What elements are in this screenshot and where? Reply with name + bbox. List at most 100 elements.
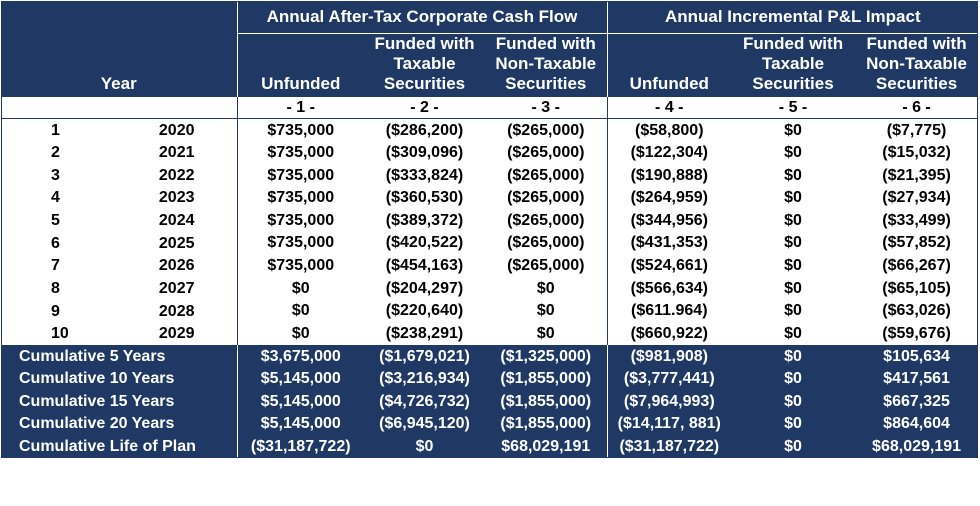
column-number-spacer (1, 96, 238, 120)
year-index: 10 (51, 325, 69, 343)
column-number-6: - 6 - (855, 96, 979, 120)
value-cell: $0 (485, 276, 608, 300)
year-cell: 2 2021 (1, 141, 238, 164)
value-cell: $0 (731, 209, 856, 232)
cumulative-value-cell: ($14,117, 881) (607, 412, 732, 436)
table-row: 10 2029 $0 ($238,291) $0 ($660,922) $0 ($59,676… (1, 322, 979, 345)
value-cell: ($220,640) (364, 299, 485, 323)
year-value: 2022 (158, 166, 195, 184)
value-cell: ($265,000) (485, 254, 608, 277)
value-cell: ($309,096) (364, 141, 485, 164)
value-cell: ($27,934) (855, 186, 979, 210)
column-header-line: Taxable (393, 53, 456, 73)
value-cell: ($389,372) (364, 209, 485, 232)
cumulative-value-cell: $68,029,191 (485, 435, 608, 458)
year-value: 2029 (158, 325, 195, 343)
value-cell: ($33,499) (855, 209, 979, 232)
value-cell: $0 (731, 299, 856, 323)
year-cell: 9 2028 (1, 299, 238, 323)
value-cell: $0 (731, 254, 856, 277)
year-cell: 4 2023 (1, 186, 238, 210)
column-header-line: Unfunded (261, 73, 341, 93)
value-cell: $735,000 (237, 231, 364, 255)
cumulative-value-cell: $0 (731, 367, 856, 390)
year-value: 2023 (158, 189, 195, 207)
column-header-1: Unfunded (237, 33, 364, 97)
table-row: 7 2026 $735,000 ($454,163) ($265,000) ($524,6… (1, 254, 979, 277)
value-cell: $0 (731, 118, 856, 142)
column-header-line: Funded with (866, 33, 967, 53)
cumulative-value-cell: ($31,187,722) (237, 435, 364, 458)
column-number-1: - 1 - (237, 96, 364, 120)
column-header-line: Taxable (762, 53, 825, 73)
cumulative-value-cell: $0 (731, 435, 856, 458)
column-header-line: Securities (505, 73, 587, 93)
value-cell: ($265,000) (485, 141, 608, 164)
column-header-line: Securities (752, 73, 834, 93)
cash-flow-table: Year Annual After-Tax Corporate Cash Flo… (1, 1, 979, 458)
year-cell: 10 2029 (1, 322, 238, 345)
value-cell: $0 (237, 322, 364, 345)
cumulative-row: Cumulative 20 Years $5,145,000 ($6,945,120… (1, 412, 979, 436)
cumulative-value-cell: $0 (731, 344, 856, 368)
cumulative-value-cell: ($3,216,934) (364, 367, 485, 390)
value-cell: ($238,291) (364, 322, 485, 345)
cumulative-label: Cumulative 15 Years (1, 389, 238, 413)
year-index: 3 (51, 166, 60, 184)
value-cell: ($58,800) (607, 118, 732, 142)
cumulative-value-cell: $864,604 (855, 412, 979, 436)
cumulative-value-cell: ($31,187,722) (607, 435, 732, 458)
year-cell: 6 2025 (1, 231, 238, 255)
cumulative-label: Cumulative 20 Years (1, 412, 238, 436)
column-number-3: - 3 - (485, 96, 608, 120)
value-cell: ($122,304) (607, 141, 732, 164)
cumulative-row: Cumulative 5 Years $3,675,000 ($1,679,021)… (1, 344, 979, 368)
value-cell: $0 (237, 299, 364, 323)
value-cell: $735,000 (237, 209, 364, 232)
value-cell: ($65,105) (855, 276, 979, 300)
value-cell: ($566,634) (607, 276, 732, 300)
value-cell: ($286,200) (364, 118, 485, 142)
cumulative-value-cell: $5,145,000 (237, 389, 364, 413)
cumulative-value-cell: $68,029,191 (855, 435, 979, 458)
value-cell: $0 (485, 299, 608, 323)
column-header-3: Funded with Non-Taxable Securities (485, 33, 608, 97)
column-header-line: Unfunded (629, 73, 709, 93)
cumulative-value-cell: ($6,945,120) (364, 412, 485, 436)
column-header-row: Unfunded Funded with Taxable Securities Fund… (1, 33, 979, 97)
year-index: 2 (51, 144, 60, 162)
cumulative-label: Cumulative 5 Years (1, 344, 238, 368)
column-number-4: - 4 - (607, 96, 732, 120)
year-value: 2024 (158, 212, 195, 230)
cumulative-value-cell: ($981,908) (607, 344, 732, 368)
year-cell: 1 2020 (1, 118, 238, 142)
cumulative-value-cell: $105,634 (855, 344, 979, 368)
cumulative-value-cell: $0 (731, 389, 856, 413)
value-cell: $0 (731, 276, 856, 300)
value-cell: ($420,522) (364, 231, 485, 255)
year-cell: 3 2022 (1, 163, 238, 187)
value-cell: $0 (731, 186, 856, 210)
year-cell: 5 2024 (1, 209, 238, 232)
column-number-2: - 2 - (364, 96, 485, 120)
cumulative-value-cell: $5,145,000 (237, 412, 364, 436)
cumulative-label: Cumulative 10 Years (1, 367, 238, 390)
value-cell: ($344,956) (607, 209, 732, 232)
cumulative-value-cell: $5,145,000 (237, 367, 364, 390)
group-header-pl-impact: Annual Incremental P&L Impact (607, 1, 979, 34)
value-cell: ($21,395) (855, 163, 979, 187)
year-value: 2021 (158, 144, 195, 162)
column-header-2: Funded with Taxable Securities (364, 33, 485, 97)
column-header-line: Non-Taxable (866, 53, 967, 73)
table-row: 1 2020 $735,000 ($286,200) ($265,000) ($58,80… (1, 118, 979, 142)
value-cell: $735,000 (237, 118, 364, 142)
cumulative-value-cell: ($1,855,000) (485, 389, 608, 413)
year-index: 4 (51, 189, 60, 207)
cumulative-value-cell: ($4,726,732) (364, 389, 485, 413)
cumulative-row: Cumulative 15 Years $5,145,000 ($4,726,732… (1, 389, 979, 413)
year-value: 2028 (158, 302, 195, 320)
year-index: 7 (51, 257, 60, 275)
value-cell: ($265,000) (485, 163, 608, 187)
year-index: 9 (51, 302, 60, 320)
cumulative-value-cell: ($3,777,441) (607, 367, 732, 390)
